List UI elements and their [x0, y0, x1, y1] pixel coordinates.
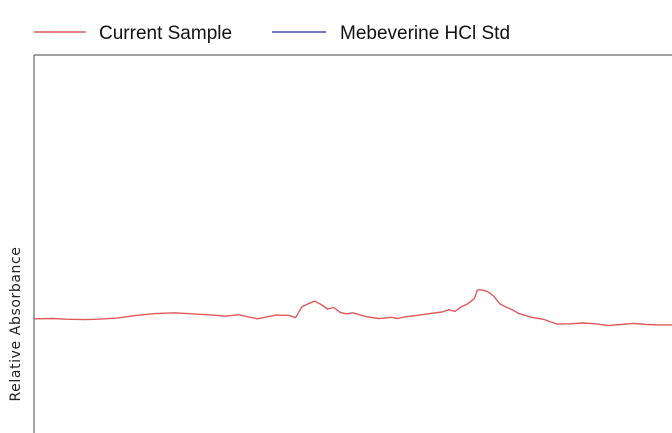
series-layer: [33, 289, 672, 327]
series-line-current-sample: [33, 289, 672, 327]
legend: Current Sample Mebeverine HCl Std: [34, 23, 510, 44]
y-axis-label: Relative Absorbance: [8, 246, 24, 401]
plot-frame: [33, 54, 672, 433]
legend-label-mebeverine-std: Mebeverine HCl Std: [340, 23, 510, 44]
legend-label-current-sample: Current Sample: [99, 23, 232, 44]
